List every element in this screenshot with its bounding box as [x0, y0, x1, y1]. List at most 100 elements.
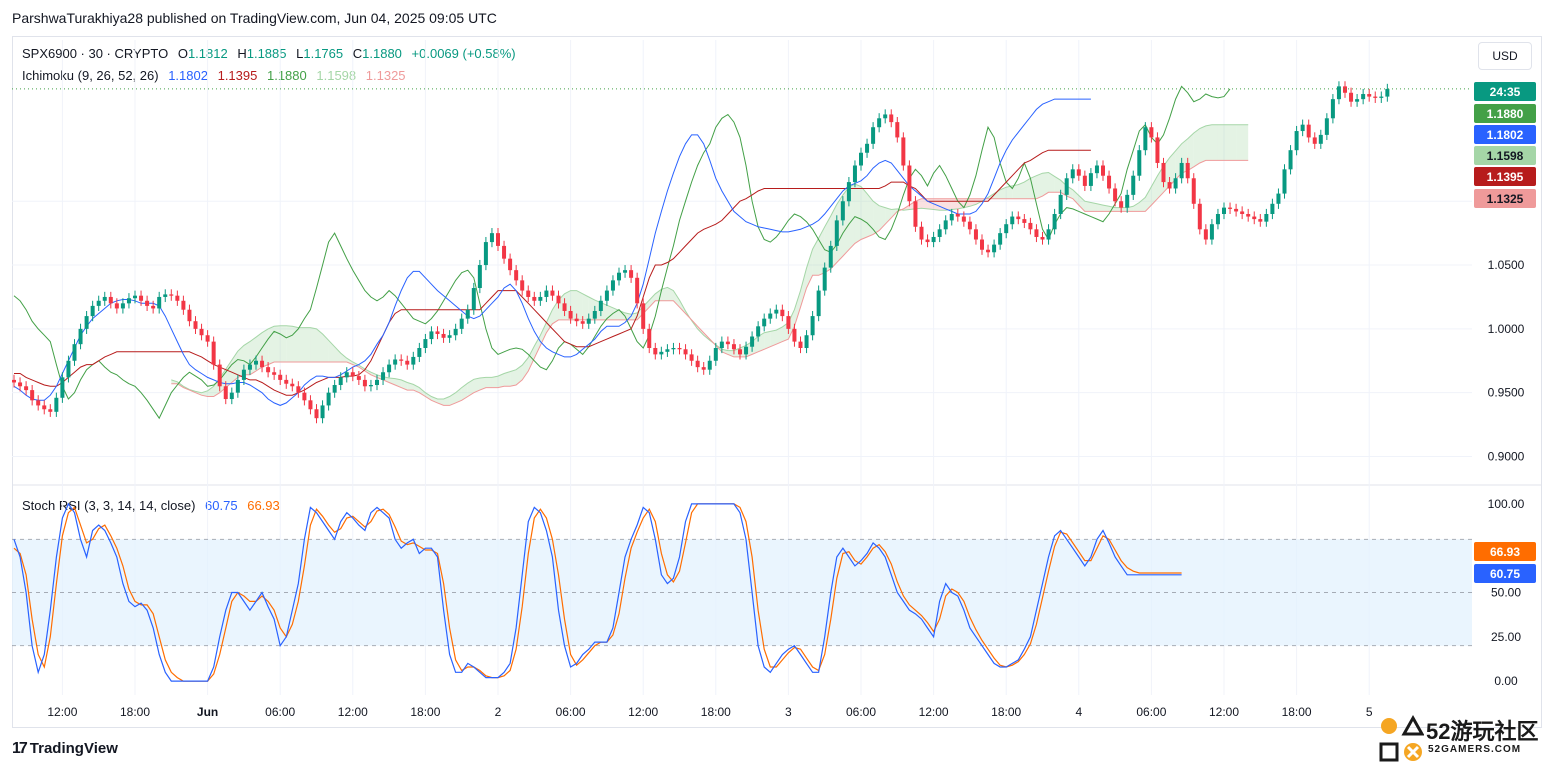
candle-body — [229, 392, 234, 400]
ichimoku-cloud-segment — [1139, 197, 1146, 212]
candle-body — [998, 233, 1003, 245]
candle-body — [241, 369, 246, 380]
candle-body — [447, 335, 452, 338]
candle-body — [272, 372, 277, 375]
ichimoku-cloud-segment — [1115, 207, 1122, 212]
time-axis-tick: 18:00 — [1282, 705, 1312, 719]
ichimoku-cloud-segment — [1036, 173, 1043, 199]
ichimoku-cloud-segment — [322, 333, 329, 363]
ichimoku-cloud-segment — [552, 300, 559, 324]
ichimoku-cloud-segment — [528, 346, 535, 371]
ichimoku-cloud-segment — [473, 377, 480, 393]
candle-body — [1373, 96, 1378, 98]
candle-body — [907, 165, 912, 202]
candle-body — [247, 364, 252, 370]
ichimoku-cloud-segment — [606, 305, 613, 320]
ichimoku-base-line — [14, 149, 1091, 396]
candle-body — [1324, 118, 1329, 135]
candle-body — [489, 233, 494, 243]
candle-body — [96, 300, 101, 306]
candle-body — [368, 385, 373, 387]
candle-body — [435, 331, 440, 334]
ichimoku-lagging-line — [13, 85, 1231, 420]
candle-body — [949, 214, 954, 221]
candle-body — [828, 245, 833, 268]
time-axis-tick: 06:00 — [1136, 705, 1166, 719]
stoch-badge-label: 66.93 — [1490, 545, 1520, 559]
ichimoku-cloud-segment — [867, 193, 874, 237]
high-value: 1.1885 — [246, 46, 287, 61]
stoch-axis-tick: 0.00 — [1494, 674, 1518, 688]
candle-body — [598, 300, 603, 311]
candle-body — [774, 309, 779, 314]
candle-body — [1203, 229, 1208, 240]
candle-body — [12, 379, 16, 383]
price-badge-label: 1.1802 — [1487, 128, 1524, 142]
candle-body — [1306, 124, 1311, 138]
candle-body — [562, 303, 567, 311]
candle-body — [338, 377, 343, 386]
candle-body — [1040, 236, 1045, 240]
price-badge: 1.1880 — [1474, 104, 1536, 123]
price-badge-bg — [1474, 125, 1536, 144]
ichimoku-cloud-segment — [274, 325, 281, 363]
candle-body — [1318, 134, 1323, 144]
candle-body — [471, 288, 476, 310]
time-axis-tick: 18:00 — [410, 705, 440, 719]
candle-body — [114, 303, 119, 309]
price-badge-label: 1.1598 — [1487, 149, 1524, 163]
ichimoku-cloud-segment — [1090, 202, 1097, 212]
candle-body — [731, 344, 736, 350]
candle-body — [84, 316, 89, 329]
currency-button[interactable]: USD — [1478, 42, 1532, 70]
stoch-badge-label: 60.75 — [1490, 567, 1520, 581]
candle-body — [1094, 165, 1099, 174]
ichimoku-cloud-segment — [1000, 187, 1007, 199]
symbol-label[interactable]: SPX6900 · 30 · CRYPTO — [22, 46, 169, 61]
ichimoku-cloud-segment — [945, 198, 952, 211]
tradingview-brand: TradingView — [29, 740, 118, 757]
candle-body — [834, 220, 839, 246]
ichimoku-cloud-segment — [491, 376, 498, 388]
candle-body — [1367, 94, 1372, 97]
ichimoku-cloud-segment — [1145, 186, 1152, 212]
ichimoku-cloud-segment — [661, 287, 668, 301]
candle-body — [163, 294, 168, 297]
candle-body — [151, 305, 156, 309]
candle-body — [707, 360, 712, 370]
ichimoku-cloud-segment — [1078, 195, 1085, 212]
ichimoku-cloud-segment — [1217, 124, 1224, 161]
stoch-d-value: 66.93 — [247, 498, 280, 513]
candle-body — [356, 376, 361, 380]
ichimoku-cloud-segment — [479, 377, 486, 391]
stoch-label[interactable]: Stoch RSI (3, 3, 14, 14, close) — [22, 498, 196, 513]
candle-body — [1155, 137, 1160, 163]
stoch-badge-bg — [1474, 564, 1536, 583]
ichimoku-cloud-segment — [522, 357, 529, 380]
candle-body — [320, 405, 325, 419]
ichimoku-cloud-segment — [794, 290, 801, 327]
ichimoku-cloud-segment — [1193, 128, 1200, 167]
price-badge: 1.1395 — [1474, 167, 1536, 186]
time-axis-tick: 18:00 — [120, 705, 150, 719]
candle-body — [610, 280, 615, 291]
ichimoku-cloud-segment — [370, 372, 377, 378]
ichimoku-label[interactable]: Ichimoku (9, 26, 52, 26) — [22, 68, 159, 83]
candle-body — [992, 244, 997, 253]
candle-body — [1222, 207, 1226, 214]
candle-body — [36, 400, 41, 406]
price-badge: 24:35 — [1474, 82, 1536, 101]
candle-body — [1300, 124, 1305, 132]
time-axis-tick: 12:00 — [628, 705, 658, 719]
candle-body — [42, 405, 47, 410]
ichimoku-cloud-segment — [812, 238, 819, 276]
ichimoku-cloud-segment — [758, 332, 765, 352]
candle-body — [973, 229, 978, 240]
ichimoku-cloud-segment — [389, 377, 396, 386]
ichimoku-cloud-segment — [510, 369, 517, 387]
candle-body — [683, 349, 688, 355]
change-value: +0.0069 (+0.58%) — [411, 46, 516, 61]
candle-body — [586, 318, 591, 324]
ichimoku-cloud-segment — [298, 327, 305, 363]
